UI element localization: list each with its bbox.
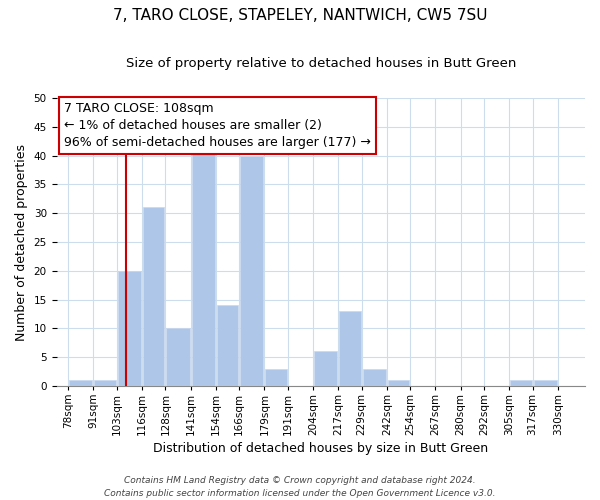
Bar: [533, 380, 557, 386]
Bar: [94, 380, 116, 386]
Bar: [510, 380, 532, 386]
Bar: [314, 352, 337, 386]
Text: Contains HM Land Registry data © Crown copyright and database right 2024.
Contai: Contains HM Land Registry data © Crown c…: [104, 476, 496, 498]
Y-axis label: Number of detached properties: Number of detached properties: [15, 144, 28, 340]
Bar: [265, 368, 287, 386]
Text: 7 TARO CLOSE: 108sqm
← 1% of detached houses are smaller (2)
96% of semi-detache: 7 TARO CLOSE: 108sqm ← 1% of detached ho…: [64, 102, 371, 150]
Bar: [118, 271, 141, 386]
Bar: [166, 328, 190, 386]
X-axis label: Distribution of detached houses by size in Butt Green: Distribution of detached houses by size …: [153, 442, 488, 455]
Bar: [143, 208, 164, 386]
Bar: [362, 368, 386, 386]
Bar: [388, 380, 409, 386]
Bar: [191, 150, 215, 386]
Text: 7, TARO CLOSE, STAPELEY, NANTWICH, CW5 7SU: 7, TARO CLOSE, STAPELEY, NANTWICH, CW5 7…: [113, 8, 487, 22]
Bar: [240, 156, 263, 386]
Title: Size of property relative to detached houses in Butt Green: Size of property relative to detached ho…: [125, 58, 516, 70]
Bar: [339, 311, 361, 386]
Bar: [69, 380, 92, 386]
Bar: [217, 306, 238, 386]
